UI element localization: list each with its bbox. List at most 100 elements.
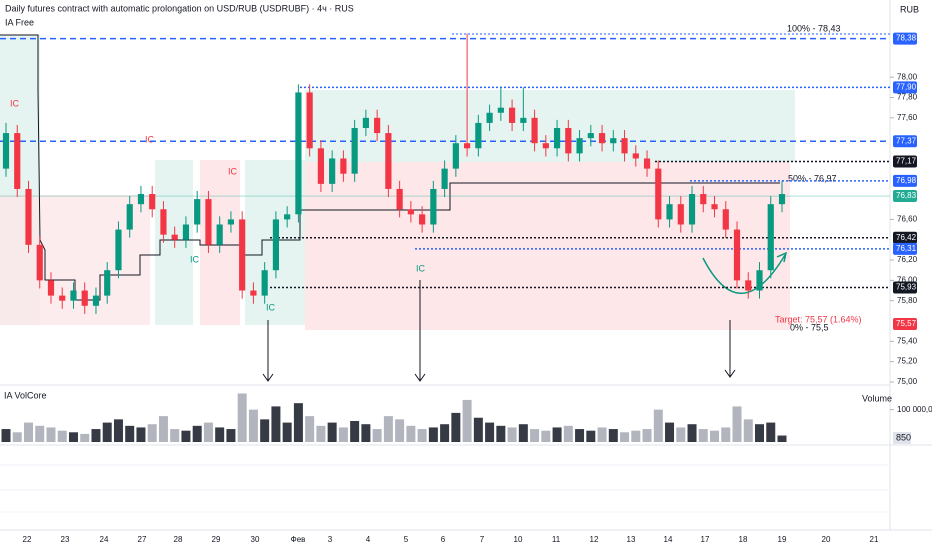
- arrow: [262, 320, 274, 382]
- candle-body: [227, 219, 235, 225]
- candle-body: [497, 107, 504, 113]
- volume-bar: [462, 399, 472, 442]
- x-tick-label: 5: [404, 535, 409, 544]
- volume-bar: [316, 425, 326, 442]
- candle-body: [194, 199, 201, 225]
- zone-pink: [305, 162, 790, 330]
- x-tick-label: 4: [366, 535, 371, 544]
- candle-body: [2, 133, 10, 169]
- candle-body: [610, 138, 617, 144]
- annotation: 50% - 76,97: [788, 173, 837, 183]
- x-tick-label: 10: [514, 535, 523, 544]
- price-tag: [893, 318, 917, 331]
- candle-body: [306, 92, 313, 149]
- arrows: [262, 251, 788, 382]
- volume-bar: [732, 406, 742, 442]
- y-tick-label: 78,00: [897, 72, 918, 81]
- x-tick-label: 12: [590, 535, 599, 544]
- candle-body: [587, 133, 594, 139]
- zone-pink: [0, 195, 150, 325]
- candle-body: [419, 214, 426, 225]
- volume-bar: [563, 425, 573, 442]
- candle-body: [160, 209, 167, 235]
- price-tag: [893, 32, 917, 45]
- x-tick-label: 29: [212, 535, 221, 544]
- candle-body: [452, 143, 459, 169]
- price-tag-label: 76,98: [896, 176, 917, 185]
- zone-green: [155, 160, 193, 325]
- volume-last: 850: [896, 432, 911, 442]
- candle-body: [486, 112, 493, 123]
- volume-bar: [1, 429, 11, 442]
- x-tick-label: 6: [441, 535, 446, 544]
- volume-bar: [507, 427, 517, 442]
- volume-bar: [698, 429, 708, 442]
- candle-body: [70, 290, 77, 301]
- candle-body: [666, 204, 673, 220]
- candle-body: [767, 204, 774, 271]
- x-tick-label: 21: [870, 535, 879, 544]
- volume-bar: [305, 416, 315, 442]
- candle-body: [171, 234, 178, 240]
- candle-body: [329, 158, 336, 184]
- volume-tick-label: 100 000,00: [897, 405, 932, 414]
- indicator-name: IA Free: [5, 17, 34, 27]
- candle-body: [104, 270, 111, 296]
- volume-bar: [12, 432, 22, 442]
- volume-bar: [395, 419, 405, 442]
- x-tick-label: 27: [138, 535, 147, 544]
- volume-bar: [440, 424, 450, 442]
- candle-body: [756, 270, 763, 291]
- candle-body: [239, 219, 246, 291]
- candle-body: [396, 188, 403, 210]
- candle-body: [272, 219, 280, 271]
- volume-label: Volume: [862, 393, 892, 403]
- volume-bar: [158, 416, 168, 442]
- candle-body: [520, 117, 527, 123]
- x-tick-label: 23: [61, 535, 70, 544]
- x-tick-label: 7: [480, 535, 485, 544]
- chart-title: Daily futures contract with automatic pr…: [5, 3, 354, 13]
- price-tag: [893, 242, 917, 255]
- arrow: [724, 320, 736, 378]
- y-tick-label: 76,00: [897, 275, 918, 284]
- volume-tag: [893, 432, 911, 444]
- x-tick-label: 20: [822, 535, 831, 544]
- volume-bar: [147, 424, 157, 442]
- candle-body: [182, 224, 190, 240]
- candle-body: [317, 148, 324, 184]
- volume-bar: [68, 432, 78, 442]
- candle-body: [688, 194, 696, 225]
- volume-bar: [552, 427, 562, 442]
- volume-bar: [620, 432, 630, 442]
- candle-body: [598, 133, 606, 144]
- arrow: [414, 280, 426, 382]
- candle-body: [115, 229, 122, 271]
- volume-bar: [755, 424, 765, 442]
- candle-body: [284, 214, 291, 220]
- volume-bar: [46, 427, 56, 442]
- candle-body: [531, 117, 538, 144]
- price-tag: [893, 281, 917, 294]
- volume-bar: [417, 429, 427, 442]
- candle-body: [407, 209, 414, 215]
- price-tag-label: 76,83: [896, 191, 917, 200]
- volume-bar: [608, 429, 618, 442]
- price-tag-label: 75,57: [896, 319, 917, 328]
- candle-body: [655, 168, 662, 220]
- volume-bar: [687, 424, 697, 442]
- volume-bar: [361, 424, 371, 442]
- x-tick-label: 11: [552, 535, 561, 544]
- volume-bar: [136, 427, 146, 442]
- candle-body: [47, 280, 55, 296]
- price-tag: [893, 81, 917, 94]
- annotation: Target: 75,57 (1.64%): [775, 314, 862, 324]
- candle-body: [677, 204, 684, 225]
- candle-body: [351, 127, 358, 174]
- price-tag-label: 77,17: [896, 157, 917, 166]
- volume-bar: [777, 435, 787, 442]
- x-tick-label: 22: [23, 535, 32, 544]
- candle-body: [722, 209, 729, 230]
- y-tick-label: 77,80: [897, 93, 918, 102]
- candle-body: [745, 280, 752, 291]
